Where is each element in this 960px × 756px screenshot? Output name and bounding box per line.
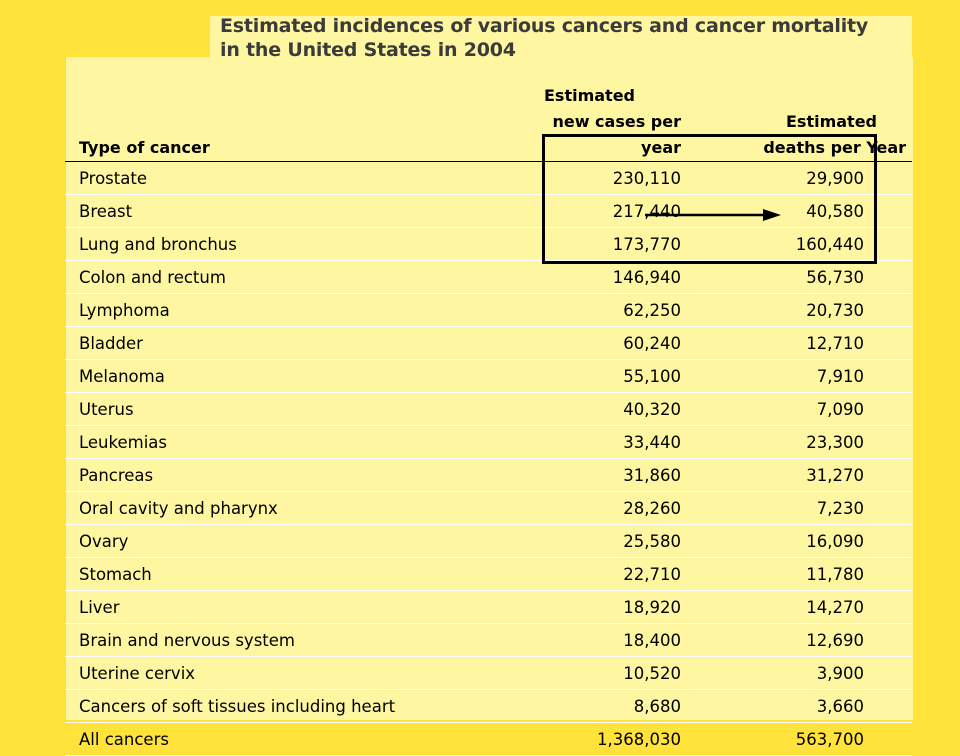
table-row: Ovary 25,580 16,090	[65, 524, 912, 558]
table-row: Breast 217,440 40,580	[65, 194, 912, 228]
cancer-table: Type of cancer Estimated new cases per y…	[65, 83, 912, 756]
title-band	[210, 16, 912, 58]
cancer-type-cell: Brain and nervous system	[65, 623, 520, 657]
deaths-cell: 3,900	[681, 656, 912, 690]
deaths-cell: 7,910	[681, 359, 912, 393]
table-row: Lung and bronchus 173,770 160,440	[65, 227, 912, 261]
deaths-cell: 14,270	[681, 590, 912, 624]
cancer-type-cell: Colon and rectum	[65, 260, 520, 294]
deaths-cell: 3,660	[681, 689, 912, 723]
cancer-type-cell: Prostate	[65, 161, 520, 195]
table-row: Pancreas 31,860 31,270	[65, 458, 912, 492]
page-title: Estimated incidences of various cancers …	[220, 14, 868, 62]
cancer-type-cell: Pancreas	[65, 458, 520, 492]
new-cases-cell: 1,368,030	[520, 722, 681, 756]
cancer-type-cell: Uterus	[65, 392, 520, 426]
header-new-cases-line2: new cases per year	[552, 112, 681, 157]
deaths-cell: 12,690	[681, 623, 912, 657]
table-row: Uterus 40,320 7,090	[65, 392, 912, 426]
header-type-label: Type of cancer	[79, 138, 210, 157]
new-cases-cell: 10,520	[520, 656, 681, 690]
deaths-cell: 31,270	[681, 458, 912, 492]
table-row: Stomach 22,710 11,780	[65, 557, 912, 591]
cancer-type-cell: Leukemias	[65, 425, 520, 459]
cancer-type-cell: Uterine cervix	[65, 656, 520, 690]
table-row: Cancers of soft tissues including heart 8…	[65, 689, 912, 723]
deaths-cell: 7,230	[681, 491, 912, 525]
deaths-cell: 23,300	[681, 425, 912, 459]
cancer-type-cell: Stomach	[65, 557, 520, 591]
table-row: Oral cavity and pharynx 28,260 7,230	[65, 491, 912, 525]
title-line-1: Estimated incidences of various cancers …	[220, 15, 869, 37]
deaths-cell: 16,090	[681, 524, 912, 558]
new-cases-cell: 55,100	[520, 359, 681, 393]
table-row: Bladder 60,240 12,710	[65, 326, 912, 360]
cancer-type-cell: Lung and bronchus	[65, 227, 520, 261]
new-cases-cell: 18,920	[520, 590, 681, 624]
table-row: Leukemias 33,440 23,300	[65, 425, 912, 459]
new-cases-cell: 31,860	[520, 458, 681, 492]
cancer-type-cell: Liver	[65, 590, 520, 624]
deaths-cell: 40,580	[681, 194, 912, 228]
table-row: Uterine cervix 10,520 3,900	[65, 656, 912, 690]
table-row: Colon and rectum 146,940 56,730	[65, 260, 912, 294]
deaths-cell: 563,700	[681, 722, 912, 756]
deaths-cell: 12,710	[681, 326, 912, 360]
cancer-type-cell: Bladder	[65, 326, 520, 360]
cancer-type-cell: Breast	[65, 194, 520, 228]
table-row: Lymphoma 62,250 20,730	[65, 293, 912, 327]
right-arrow-icon	[645, 209, 781, 221]
header-deaths: Estimated deaths per Year	[681, 83, 912, 162]
header-deaths-line2: deaths per Year	[763, 138, 906, 157]
new-cases-cell: 40,320	[520, 392, 681, 426]
deaths-cell: 20,730	[681, 293, 912, 327]
highlight-box-icon	[542, 134, 877, 264]
new-cases-cell: 28,260	[520, 491, 681, 525]
deaths-cell: 56,730	[681, 260, 912, 294]
table-header-row: Type of cancer Estimated new cases per y…	[65, 83, 912, 162]
table-row: Prostate 230,110 29,900	[65, 161, 912, 195]
new-cases-cell: 60,240	[520, 326, 681, 360]
title-line-2: in the United States in 2004	[220, 39, 516, 61]
table-row: Liver 18,920 14,270	[65, 590, 912, 624]
table-row: Melanoma 55,100 7,910	[65, 359, 912, 393]
cancer-type-cell: Oral cavity and pharynx	[65, 491, 520, 525]
cancer-type-cell: Ovary	[65, 524, 520, 558]
deaths-cell: 29,900	[681, 161, 912, 195]
new-cases-cell: 18,400	[520, 623, 681, 657]
header-new-cases-line1: Estimated	[543, 86, 635, 105]
new-cases-cell: 217,440	[520, 194, 681, 228]
new-cases-cell: 8,680	[520, 689, 681, 723]
cancer-type-cell: Lymphoma	[65, 293, 520, 327]
table-body: Prostate 230,110 29,900 Breast 217,440 40,580…	[65, 161, 912, 756]
deaths-cell: 7,090	[681, 392, 912, 426]
header-type: Type of cancer	[65, 83, 520, 162]
header-new-cases: Estimated new cases per year	[520, 83, 681, 162]
header-deaths-line1: Estimated	[785, 112, 877, 131]
table-row: Brain and nervous system 18,400 12,690	[65, 623, 912, 657]
new-cases-cell: 22,710	[520, 557, 681, 591]
new-cases-cell: 25,580	[520, 524, 681, 558]
new-cases-cell: 230,110	[520, 161, 681, 195]
new-cases-cell: 173,770	[520, 227, 681, 261]
cancer-type-cell: Melanoma	[65, 359, 520, 393]
cancer-type-cell: Cancers of soft tissues including heart	[65, 689, 520, 723]
new-cases-cell: 146,940	[520, 260, 681, 294]
new-cases-cell: 62,250	[520, 293, 681, 327]
table-row: All cancers 1,368,030 563,700	[65, 722, 912, 756]
cancer-type-cell: All cancers	[65, 722, 520, 756]
new-cases-cell: 33,440	[520, 425, 681, 459]
deaths-cell: 160,440	[681, 227, 912, 261]
deaths-cell: 11,780	[681, 557, 912, 591]
